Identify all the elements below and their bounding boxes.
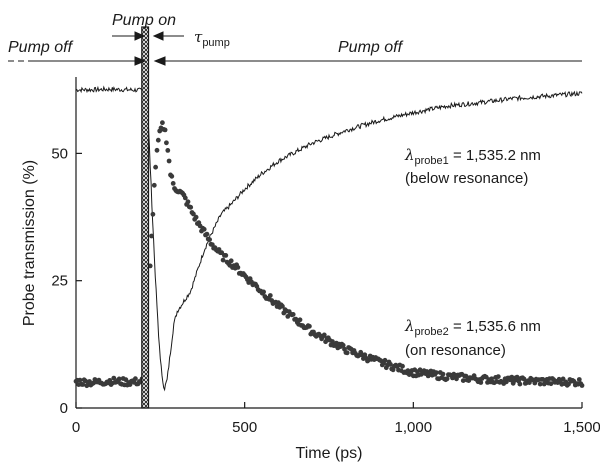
data-point: [164, 140, 169, 145]
data-point: [298, 317, 303, 322]
data-point: [156, 138, 161, 143]
data-point: [307, 324, 312, 329]
pump-bar-layer: [142, 27, 149, 408]
data-point: [580, 383, 585, 388]
data-point: [194, 215, 199, 220]
x-tick-label: 1,000: [395, 419, 433, 436]
data-point: [207, 237, 212, 242]
data-point: [261, 290, 266, 295]
data-point: [496, 374, 501, 379]
data-point: [223, 253, 228, 258]
data-point: [229, 258, 234, 263]
data-point: [160, 120, 165, 125]
series-layer: [74, 87, 585, 390]
data-point: [167, 159, 172, 164]
data-point: [149, 234, 154, 239]
data-point: [268, 293, 273, 298]
data-point: [78, 378, 83, 383]
pump-on-arrowhead-right: [154, 32, 163, 40]
probe2-label: λprobe2 = 1,535.6 nm: [404, 317, 541, 338]
x-axis-title: Time (ps): [296, 445, 363, 462]
data-point: [577, 377, 582, 382]
pump-off-right-label: Pump off: [338, 39, 404, 56]
data-point: [291, 312, 296, 317]
x-tick-label: 1,500: [563, 419, 600, 436]
pump-arrows: [8, 32, 582, 65]
axes: [76, 77, 582, 408]
tau-pump-label: τpump: [194, 28, 230, 49]
data-point: [205, 232, 210, 237]
ticks: 0 500 1,000 1,500 0 25 50: [51, 145, 600, 436]
probe1-note: (below resonance): [405, 170, 528, 187]
data-point: [163, 127, 168, 132]
data-point: [133, 376, 138, 381]
data-point: [478, 380, 483, 385]
data-point: [165, 148, 170, 153]
x-tick-label: 500: [232, 419, 257, 436]
data-point: [188, 205, 193, 210]
data-point: [202, 227, 207, 232]
pump-on-window: [142, 27, 149, 408]
data-point: [441, 372, 446, 377]
data-point: [183, 196, 188, 201]
pump-off-left-label: Pump off: [8, 39, 74, 56]
probe2-note: (on resonance): [405, 342, 506, 359]
data-point: [186, 199, 191, 204]
data-point: [153, 165, 158, 170]
data-point: [236, 265, 241, 270]
pump-on-label: Pump on: [112, 12, 176, 29]
data-point: [345, 350, 350, 355]
y-axis-title: Probe transmission (%): [21, 160, 38, 326]
y-tick-label: 25: [51, 273, 68, 290]
y-tick-label: 50: [51, 145, 68, 162]
data-point: [518, 382, 523, 387]
data-point: [171, 181, 176, 186]
x-tick-label: 0: [72, 419, 80, 436]
probe1-label: λprobe1 = 1,535.2 nm: [404, 146, 541, 167]
data-point: [400, 364, 405, 369]
data-point: [155, 148, 160, 153]
data-point: [152, 183, 157, 188]
data-point: [151, 212, 156, 217]
data-point: [445, 376, 450, 381]
data-point: [111, 376, 116, 381]
y-tick-label: 0: [60, 400, 68, 417]
pump-off-right-arrowhead: [155, 57, 165, 65]
data-point: [169, 174, 174, 179]
